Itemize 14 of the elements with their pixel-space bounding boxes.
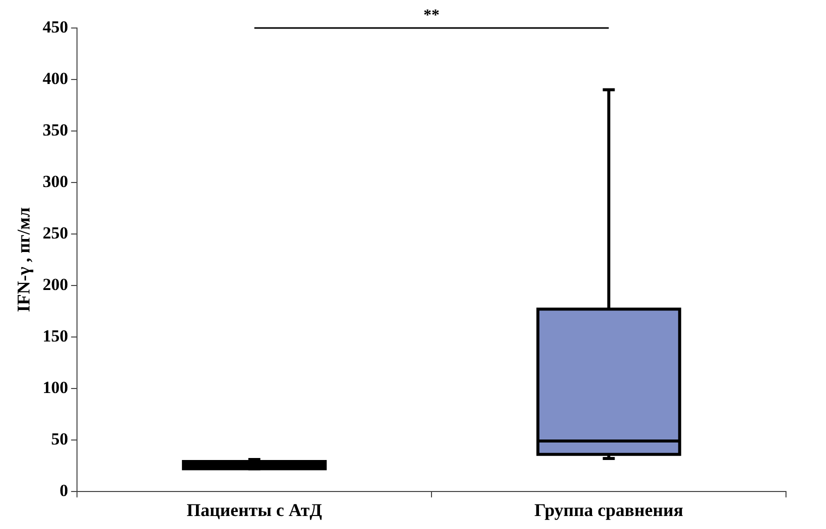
y-tick-label: 150 xyxy=(42,326,68,346)
y-tick-label: 50 xyxy=(51,429,68,448)
y-tick-label: 250 xyxy=(42,223,68,242)
y-tick-label: 300 xyxy=(42,172,68,191)
x-tick-label: Группа сравнения xyxy=(534,500,684,520)
y-axis-title: IFN-γ , пг/мл xyxy=(13,207,34,312)
y-tick-label: 100 xyxy=(42,378,68,397)
y-tick-label: 450 xyxy=(42,17,68,36)
y-tick-label: 350 xyxy=(42,120,68,140)
y-tick-label: 200 xyxy=(42,274,68,294)
x-tick-label: Пациенты с АтД xyxy=(186,500,323,520)
text: ** xyxy=(424,7,440,24)
y-tick-label: 400 xyxy=(42,68,68,88)
y-tick-label: 0 xyxy=(60,480,68,500)
